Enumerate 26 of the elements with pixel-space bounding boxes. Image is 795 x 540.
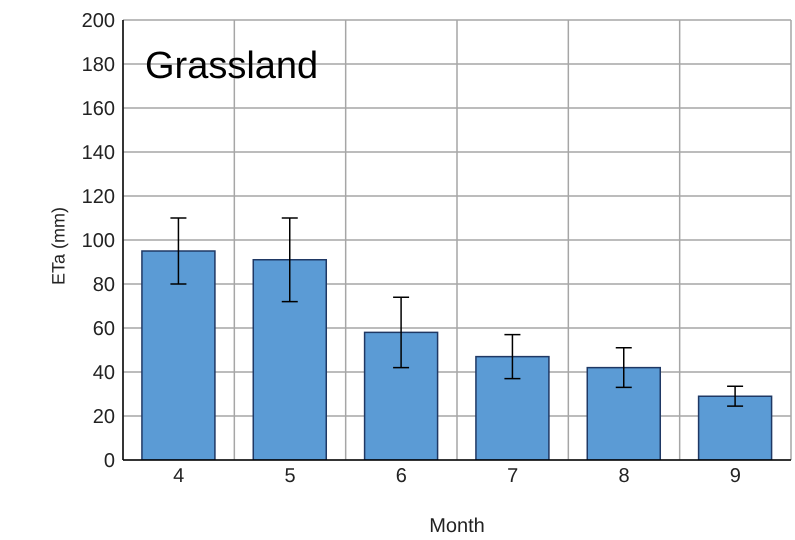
x-tick-label: 7: [507, 465, 518, 488]
y-tick-label: 120: [82, 186, 115, 208]
x-tick-label: 4: [173, 465, 184, 488]
y-tick-label: 200: [82, 10, 115, 32]
y-tick-label: 80: [92, 274, 115, 296]
bar: [698, 395, 772, 460]
bar: [475, 356, 550, 460]
y-tick-label: 160: [82, 98, 115, 120]
bar: [364, 332, 438, 460]
y-tick-label: 60: [92, 318, 115, 340]
y-axis-title: ETa (mm): [48, 207, 68, 285]
text: Grassland: [145, 45, 318, 87]
x-axis-title: Month: [429, 515, 485, 537]
x-tick-label: 6: [396, 465, 407, 488]
x-tick-label: 8: [618, 465, 630, 488]
y-tick-label: 0: [104, 450, 115, 472]
y-tick-label: 100: [82, 230, 115, 252]
bar: [141, 250, 216, 460]
y-tick-label: 40: [92, 362, 115, 384]
x-tick-label: 5: [284, 465, 296, 488]
x-tick-label: 9: [730, 465, 741, 488]
y-tick-label: 140: [82, 142, 115, 164]
y-tick-label: 180: [82, 54, 115, 76]
bar: [252, 259, 328, 460]
bar: [586, 366, 662, 460]
y-tick-label: 20: [92, 406, 115, 428]
